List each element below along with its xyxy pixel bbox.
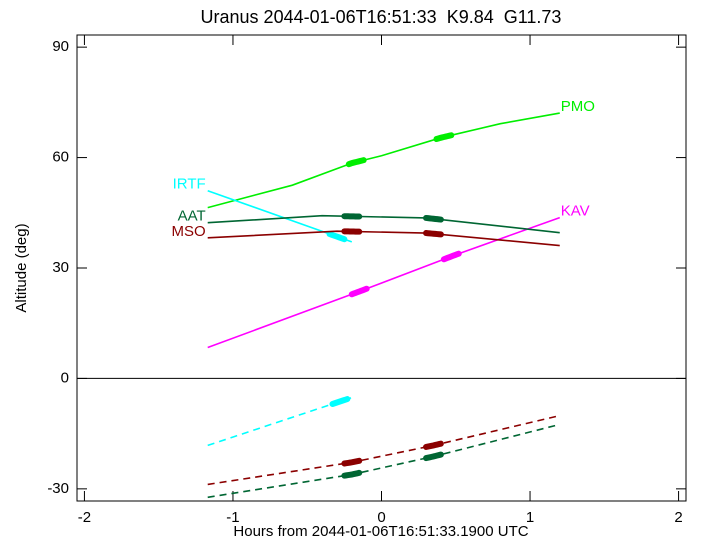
- x-tick-label: 2: [674, 509, 682, 526]
- highlight-segment: [348, 285, 370, 298]
- x-tick-label: 1: [526, 509, 534, 526]
- highlight-segment: [423, 230, 444, 238]
- x-tick-label: -2: [78, 509, 91, 526]
- highlight-segment: [345, 157, 367, 168]
- series-line: [207, 423, 560, 499]
- series-label: KAV: [561, 203, 590, 220]
- series-label: IRTF: [173, 176, 206, 193]
- series-label: AAT: [178, 208, 206, 225]
- y-tick-label: 60: [52, 149, 69, 166]
- y-tick-label: 90: [52, 38, 69, 55]
- series-line: [207, 396, 353, 447]
- series-line: [207, 230, 560, 247]
- highlight-segment: [326, 230, 348, 243]
- y-tick-label: -30: [47, 480, 69, 497]
- highlight-segment: [341, 469, 363, 479]
- x-tick-label: 0: [377, 509, 385, 526]
- highlight-segment: [433, 132, 455, 143]
- series-line: [207, 112, 560, 209]
- y-tick-label: 0: [61, 369, 69, 386]
- highlight-segment: [423, 440, 444, 450]
- series-line: [207, 216, 561, 349]
- highlight-segment: [341, 457, 363, 467]
- series-label: MSO: [172, 223, 206, 240]
- y-tick-label: 30: [52, 259, 69, 276]
- chart-title: Uranus 2044-01-06T16:51:33 K9.84 G11.73: [201, 7, 562, 27]
- series-line: [207, 214, 560, 234]
- highlight-segment: [440, 250, 462, 263]
- highlight-segment: [423, 451, 444, 462]
- series-line: [207, 414, 560, 486]
- series-label: PMO: [561, 98, 595, 115]
- x-tick-label: -1: [226, 509, 239, 526]
- highlight-segment: [329, 396, 351, 407]
- x-axis-label: Hours from 2044-01-06T16:51:33.1900 UTC: [233, 523, 528, 540]
- y-axis-label: Altitude (deg): [13, 223, 30, 312]
- highlight-segment: [423, 214, 444, 223]
